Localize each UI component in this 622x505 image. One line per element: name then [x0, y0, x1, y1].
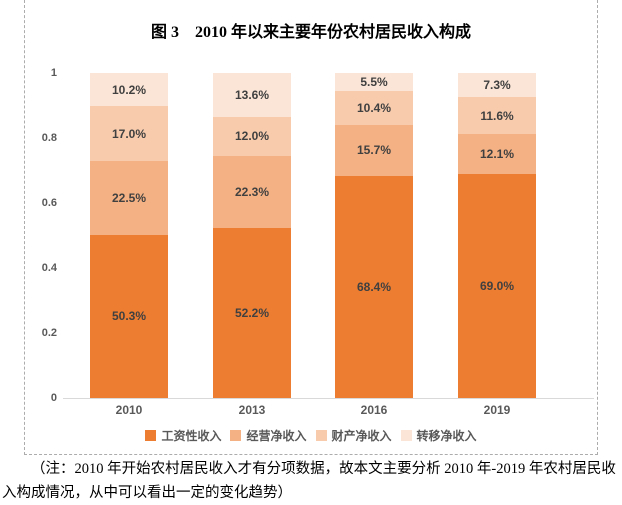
legend-swatch: [145, 429, 157, 441]
legend-item: 工资性收入: [145, 427, 221, 444]
y-axis-tick-label: 0.8: [41, 132, 57, 144]
x-axis-label: 2010: [115, 403, 143, 417]
bar-segment: 11.6%: [458, 96, 536, 135]
x-axis-label: 2013: [238, 403, 266, 417]
legend-label: 工资性收入: [161, 428, 222, 443]
legend-label: 经营净收入: [246, 428, 307, 443]
bar-segment: 5.5%: [335, 73, 413, 91]
legend-item: 转移净收入: [400, 427, 477, 444]
bar-segment: 12.0%: [213, 116, 291, 156]
y-axis-tick-label: 0.4: [41, 262, 57, 274]
bar-segment: 7.3%: [458, 73, 536, 97]
bar-segment: 13.6%: [213, 72, 291, 117]
legend-label: 转移净收入: [416, 428, 477, 443]
data-label: 68.4%: [356, 279, 392, 294]
bar-segment: 52.2%: [213, 228, 291, 398]
legend-label: 财产净收入: [331, 428, 392, 443]
bar-segment: 69.0%: [458, 173, 536, 398]
data-label: 50.3%: [111, 309, 147, 324]
bar-segment: 22.5%: [90, 161, 168, 235]
bar-segment: 68.4%: [335, 175, 413, 398]
y-axis-tick-label: 0.2: [41, 327, 57, 339]
legend-swatch: [230, 429, 242, 441]
y-axis-tick-label: 0: [50, 392, 57, 404]
bar-segment: 17.0%: [90, 106, 168, 162]
data-label: 12.0%: [234, 129, 270, 144]
x-axis-label: 2019: [483, 403, 511, 417]
y-axis-tick-label: 0.6: [41, 197, 57, 209]
data-label: 22.3%: [234, 185, 270, 200]
bar-segment: 12.1%: [458, 134, 536, 174]
y-axis-tick-label: 1: [50, 67, 57, 79]
data-label: 17.0%: [111, 126, 147, 141]
bar-segment: 15.7%: [335, 124, 413, 176]
bar-segment: 22.3%: [213, 155, 291, 229]
bar-segment: 10.2%: [90, 73, 168, 107]
bar-segment: 10.4%: [335, 90, 413, 125]
data-label: 5.5%: [360, 74, 388, 89]
legend-swatch: [400, 429, 412, 441]
bar-segment: 50.3%: [90, 234, 168, 398]
chart-title: 图 3 2010 年以来主要年份农村居民收入构成: [150, 24, 471, 41]
chart-legend: 工资性收入 经营净收入 财产净收入 转移净收入: [24, 427, 598, 443]
data-label: 22.5%: [111, 190, 147, 205]
data-label: 52.2%: [234, 306, 270, 321]
data-label: 7.3%: [483, 77, 511, 92]
data-label: 12.1%: [479, 147, 515, 162]
data-label: 10.2%: [111, 82, 147, 97]
chart-note: （注：2010 年开始农村居民收入才有分项数据，故本文主要分析 2010 年-2…: [2, 461, 616, 501]
legend-item: 财产净收入: [315, 427, 392, 444]
x-axis-label: 2016: [360, 403, 388, 417]
legend-item: 经营净收入: [230, 427, 307, 444]
data-label: 15.7%: [356, 143, 392, 158]
x-axis-line: [63, 398, 594, 399]
data-label: 69.0%: [479, 278, 515, 293]
data-label: 13.6%: [234, 87, 270, 102]
data-label: 11.6%: [480, 108, 514, 123]
legend-swatch: [315, 429, 327, 441]
data-label: 10.4%: [356, 100, 392, 115]
